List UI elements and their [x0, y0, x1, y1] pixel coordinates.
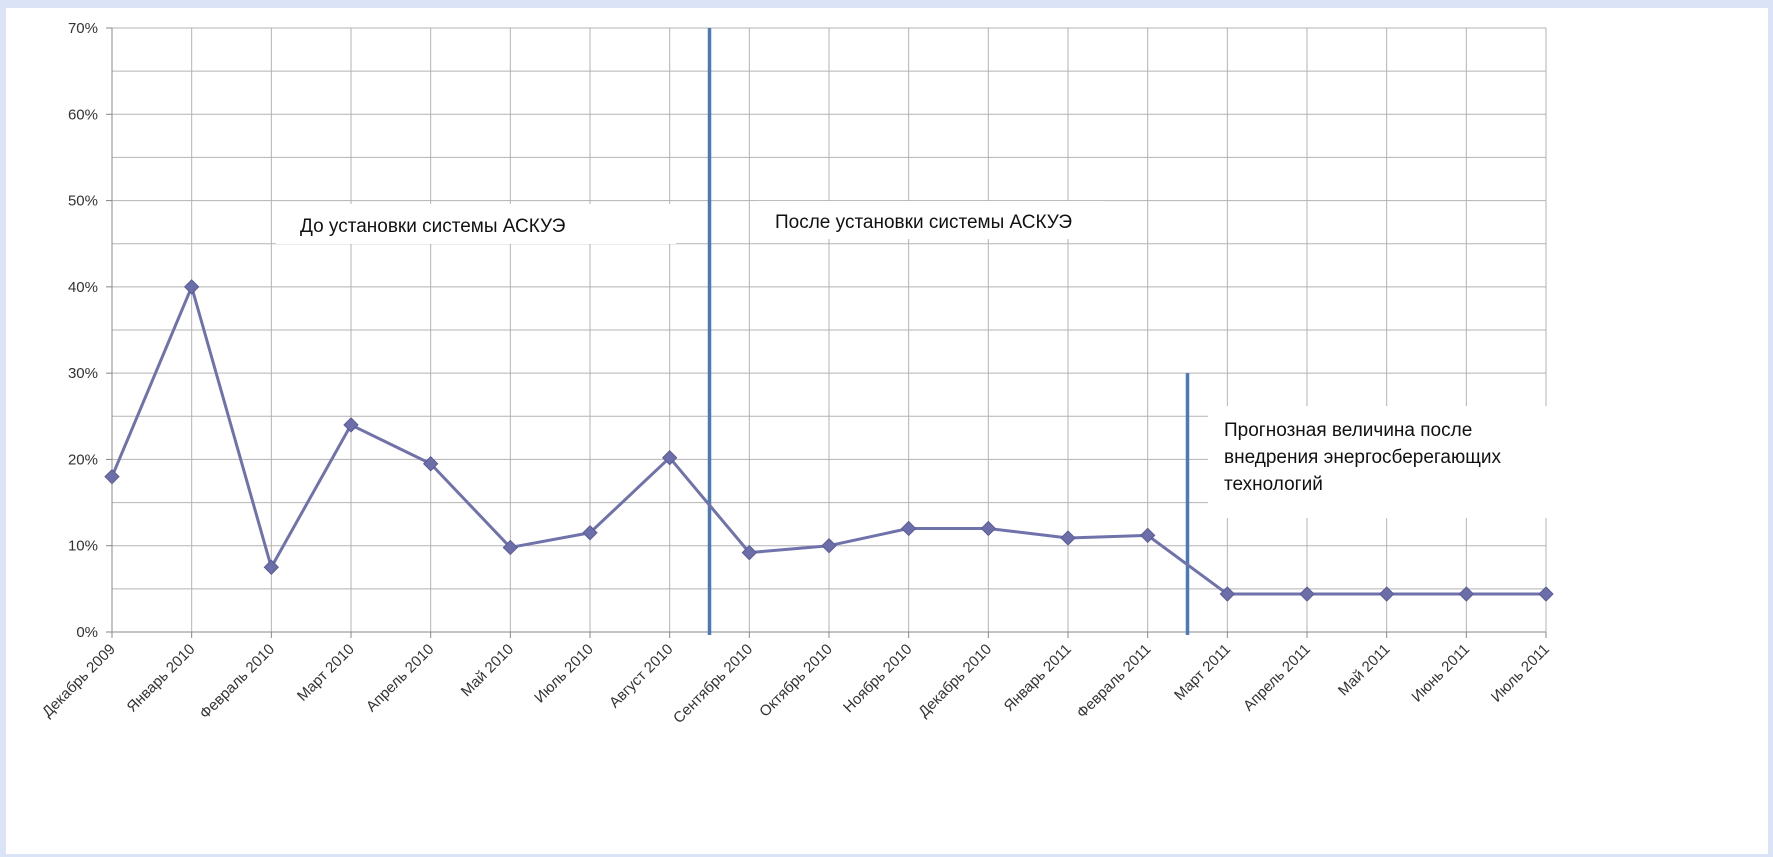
data-point-marker	[1060, 530, 1076, 546]
x-tick-label: Июнь 2011	[1408, 641, 1473, 706]
x-tick-label: Март 2011	[1171, 641, 1234, 704]
y-tick-label: 60%	[68, 106, 98, 123]
data-point-marker	[104, 468, 120, 485]
line-chart: 0%10%20%30%40%50%60%70% Декабрь 2009 Янва…	[39, 20, 1554, 727]
y-axis-ticks: 0% 10% 20% 30% 40% 50% 60% 70%	[68, 20, 112, 641]
data-point-marker	[422, 456, 439, 472]
data-point-marker	[502, 539, 519, 556]
x-tick-label: Февраль 2010	[196, 641, 278, 723]
y-tick-label: 50%	[68, 193, 98, 210]
annotation-forecast-line-2: внедрения энергосберегающих	[1224, 447, 1501, 468]
y-tick-label: 30%	[68, 365, 98, 382]
x-tick-label: Ноябрь 2010	[840, 641, 915, 716]
annotation-box-forecast	[1208, 406, 1548, 518]
x-tick-label: Апрель 2011	[1240, 641, 1314, 715]
x-tick-label: Февраль 2011	[1074, 641, 1155, 722]
y-tick-label: 0%	[76, 624, 98, 641]
data-point-marker	[980, 520, 997, 537]
annotation-backgrounds	[276, 201, 1548, 518]
data-point-marker	[263, 559, 280, 575]
annotation-forecast-line-3: технологий	[1224, 474, 1323, 495]
x-tick-label: Декабрь 2009	[39, 641, 119, 721]
x-tick-label: Январь 2011	[1001, 641, 1075, 715]
data-point-marker	[821, 538, 837, 554]
x-tick-label: Май 2010	[458, 641, 517, 700]
x-tick-label: Сентябрь 2010	[670, 641, 756, 727]
data-point-marker	[1538, 586, 1554, 602]
annotations: До установки системы АСКУЭ После установ…	[300, 212, 1501, 495]
data-point-marker	[1458, 586, 1475, 602]
x-tick-label: Декабрь 2010	[915, 641, 995, 721]
x-tick-label: Октябрь 2010	[756, 641, 836, 721]
data-point-marker	[1139, 527, 1156, 544]
x-tick-label: Август 2010	[606, 641, 676, 711]
grid-lines	[111, 27, 1547, 633]
x-tick-label: Июль 2011	[1488, 641, 1553, 706]
x-tick-label: Июль 2010	[531, 641, 597, 707]
data-point-marker	[900, 520, 917, 537]
y-tick-label: 40%	[68, 279, 98, 296]
chart-frame: 0% 10% 20% 30% 40% 50% 60% 70% Декабрь 2009 Янва…	[6, 8, 1768, 854]
x-tick-label: Март 2010	[294, 641, 358, 705]
data-point-marker	[741, 544, 758, 561]
data-point-marker	[582, 525, 598, 541]
y-tick-label: 10%	[68, 538, 98, 555]
x-tick-label: Май 2011	[1335, 641, 1394, 700]
annotation-after: После установки системы АСКУЭ	[775, 212, 1072, 233]
period-dividers	[707, 28, 1190, 635]
data-point-marker	[183, 279, 200, 295]
data-point-marker	[343, 417, 359, 433]
data-point-marker	[661, 449, 678, 466]
annotation-forecast-line-1: Прогнозная величина после	[1224, 420, 1472, 441]
annotation-box-before	[276, 204, 676, 244]
data-point-marker	[1378, 586, 1395, 602]
y-tick-label: 70%	[68, 20, 98, 37]
x-tick-label: Январь 2010	[124, 641, 199, 716]
y-tick-label: 20%	[68, 451, 98, 468]
annotation-before: До установки системы АСКУЭ	[300, 216, 565, 237]
series-group	[104, 279, 1554, 602]
data-point-marker	[1219, 586, 1236, 602]
annotation-box-after	[754, 201, 1104, 239]
x-tick-label: Апрель 2010	[363, 641, 438, 716]
data-point-marker	[1299, 586, 1315, 602]
